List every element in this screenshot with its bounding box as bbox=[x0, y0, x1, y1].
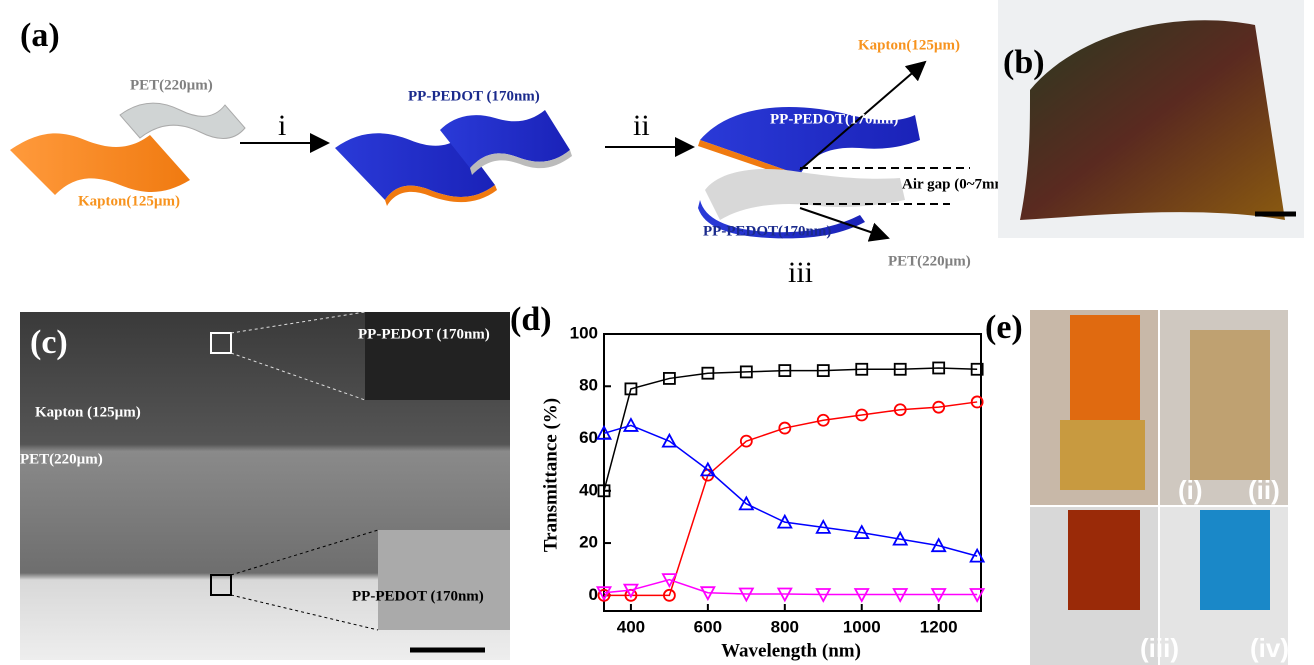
annotation: PP-PEDOT (170nm) bbox=[352, 588, 484, 604]
panel-label: (c) bbox=[30, 324, 68, 361]
y-tick-label: 0 bbox=[589, 585, 598, 604]
x-tick-label: 800 bbox=[771, 617, 799, 636]
pet-sheet bbox=[705, 169, 905, 220]
panel-label: (e) bbox=[985, 309, 1023, 346]
x-tick-label: 400 bbox=[617, 617, 645, 636]
annotation: PET(220µm) bbox=[20, 451, 103, 467]
figure: (a) PET(220µm) Kapton(125µm) i PP-PEDOT … bbox=[0, 0, 1314, 665]
pet-sheet bbox=[120, 103, 245, 138]
panel-label: (d) bbox=[510, 301, 552, 338]
annotation: PET(220µm) bbox=[130, 77, 213, 93]
inset bbox=[365, 312, 510, 400]
panel-label: (b) bbox=[1003, 44, 1045, 81]
annotation: PP-PEDOT(170nm) bbox=[703, 223, 831, 239]
panel-e: (e) (i) (ii) (iii) (iv) bbox=[985, 309, 1289, 665]
annotation: PP-PEDOT (170nm) bbox=[408, 88, 540, 104]
y-tick-label: 40 bbox=[579, 480, 598, 499]
x-tick-label: 1000 bbox=[843, 617, 881, 636]
y-axis-label: Transmittance (%) bbox=[540, 398, 561, 552]
sample bbox=[1060, 420, 1145, 490]
y-tick-label: 60 bbox=[579, 428, 598, 447]
series-line bbox=[604, 425, 977, 556]
panel-a: (a) PET(220µm) Kapton(125µm) i PP-PEDOT … bbox=[10, 17, 1012, 289]
annotation: PET(220µm) bbox=[888, 253, 971, 269]
sample bbox=[1070, 315, 1140, 425]
sub-label: (i) bbox=[1178, 475, 1203, 505]
y-tick-label: 100 bbox=[570, 323, 598, 342]
series-line bbox=[604, 580, 977, 595]
y-tick-label: 80 bbox=[579, 376, 598, 395]
x-tick-label: 1200 bbox=[920, 617, 958, 636]
step-label: iii bbox=[788, 256, 813, 289]
sample bbox=[1068, 510, 1140, 610]
annotation: PP-PEDOT(170nm) bbox=[770, 111, 898, 127]
step-label: ii bbox=[633, 109, 650, 142]
panel-label: (a) bbox=[20, 17, 60, 54]
panel-c: (c) PP-PEDOT (170nm) Kapton (125µm) PET(… bbox=[20, 312, 510, 660]
annotation: Kapton(125µm) bbox=[858, 37, 960, 53]
x-tick-label: 600 bbox=[694, 617, 722, 636]
step-label: i bbox=[278, 109, 286, 142]
x-axis-label: Wavelength (nm) bbox=[721, 640, 861, 661]
plot-frame bbox=[604, 334, 981, 611]
sub-label: (iv) bbox=[1250, 633, 1289, 663]
panel-d: (d) Wavelength (nm) Transmittance (%) 40… bbox=[510, 301, 984, 662]
annotation: PP-PEDOT (170nm) bbox=[358, 326, 490, 342]
sample bbox=[1190, 330, 1270, 480]
panel-b: (b) bbox=[998, 0, 1304, 238]
y-tick-label: 20 bbox=[579, 533, 598, 552]
annotation: Air gap (0~7mm) bbox=[902, 176, 1012, 192]
annotation: Kapton(125µm) bbox=[78, 193, 180, 209]
series-line bbox=[604, 402, 977, 595]
sub-label: (ii) bbox=[1248, 475, 1280, 505]
kapton-sheet bbox=[10, 133, 190, 195]
sub-label: (iii) bbox=[1140, 633, 1179, 663]
sample bbox=[1200, 510, 1270, 610]
annotation: Kapton (125µm) bbox=[35, 404, 141, 420]
inset bbox=[378, 530, 510, 630]
